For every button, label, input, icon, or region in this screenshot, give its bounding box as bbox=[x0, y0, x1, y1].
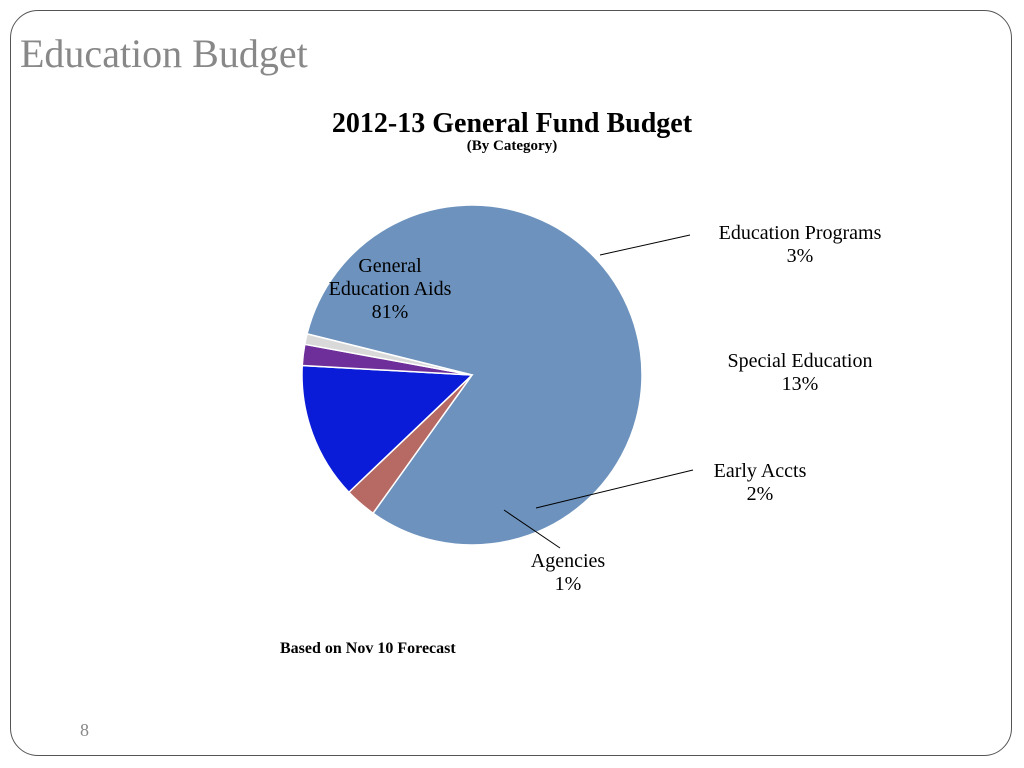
page-title: Education Budget bbox=[20, 30, 308, 77]
slice-label: GeneralEducation Aids81% bbox=[310, 255, 470, 324]
slice-label: Education Programs3% bbox=[700, 222, 900, 268]
chart-footnote: Based on Nov 10 Forecast bbox=[280, 640, 456, 658]
slice-label: Agencies1% bbox=[508, 550, 628, 596]
chart-subtitle: (By Category) bbox=[0, 138, 1024, 155]
slice-label: Special Education13% bbox=[700, 350, 900, 396]
page-number: 8 bbox=[80, 720, 89, 741]
chart-title: 2012-13 General Fund Budget bbox=[0, 108, 1024, 140]
pie-chart bbox=[272, 175, 672, 575]
slice-label: Early Accts2% bbox=[700, 460, 820, 506]
